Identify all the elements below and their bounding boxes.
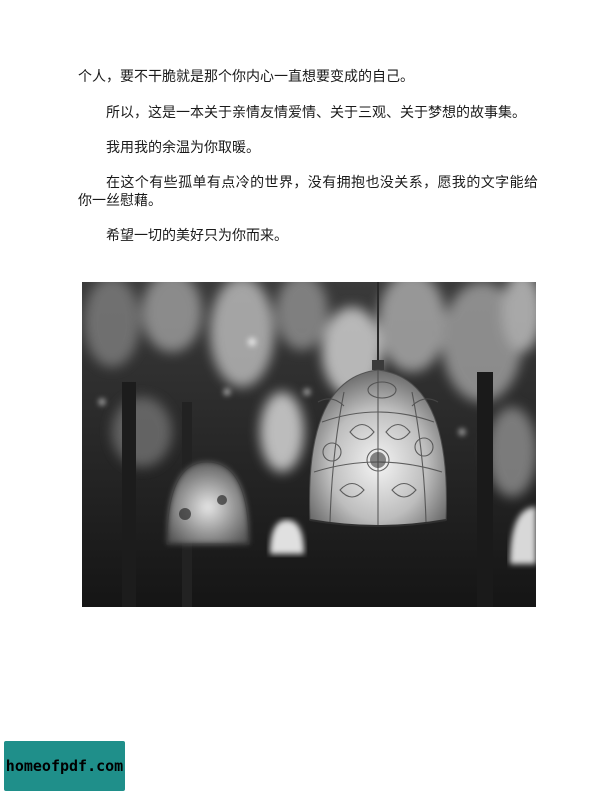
paragraph: 所以，这是一本关于亲情友情爱情、关于三观、关于梦想的故事集。 bbox=[106, 105, 526, 121]
photo-tiffany-lamps bbox=[82, 282, 536, 607]
watermark-badge: homeofpdf.com bbox=[4, 741, 125, 791]
paragraph: 在这个有些孤单有点冷的世界，没有拥抱也没关系，愿我的文字能给你一丝慰藉。 bbox=[78, 175, 538, 209]
paragraph-continuation: 个人，要不干脆就是那个你内心一直想要变成的自己。 bbox=[78, 69, 414, 85]
watermark-text: homeofpdf.com bbox=[5, 757, 124, 775]
paragraph: 希望一切的美好只为你而来。 bbox=[106, 228, 288, 244]
lamps-photo-illustration bbox=[82, 282, 536, 607]
paragraph: 我用我的余温为你取暖。 bbox=[106, 140, 260, 156]
body-text: 个人，要不干脆就是那个你内心一直想要变成的自己。 所以，这是一本关于亲情友情爱情… bbox=[78, 68, 538, 262]
